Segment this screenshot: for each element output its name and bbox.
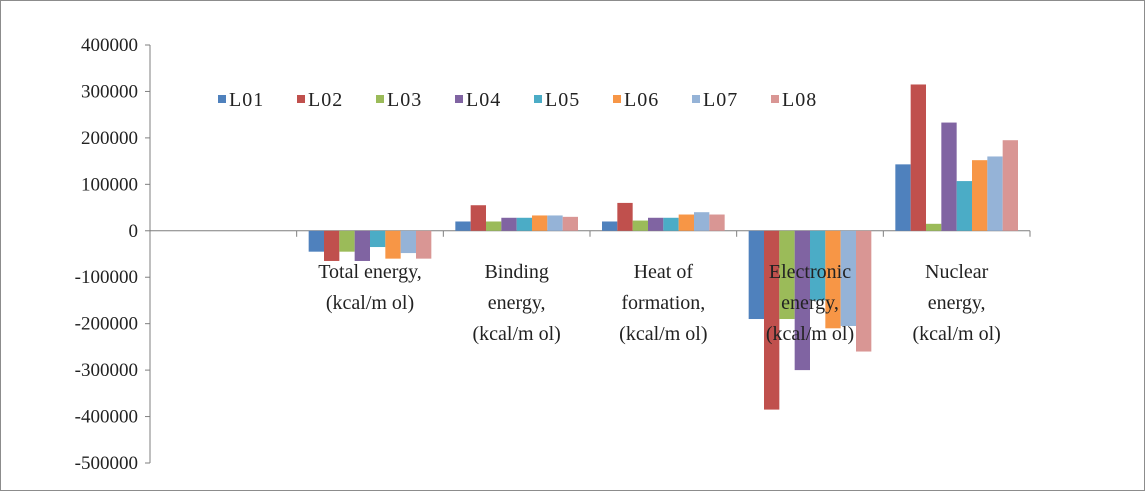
y-tick-label: 400000 xyxy=(81,35,138,56)
bar-l08 xyxy=(416,230,432,259)
bar-l02 xyxy=(910,84,926,231)
bar-l03 xyxy=(339,230,355,252)
legend-label: L07 xyxy=(703,89,738,111)
bar-l01 xyxy=(602,221,618,231)
category-label: energy, xyxy=(488,292,546,314)
category-label: Heat of xyxy=(634,261,694,283)
legend-swatch xyxy=(692,95,700,103)
bars xyxy=(308,84,1018,410)
bar-l06 xyxy=(972,160,988,231)
bar-l06 xyxy=(678,214,694,231)
legend-label: L03 xyxy=(387,89,422,111)
y-tick-label: 100000 xyxy=(81,174,138,195)
bar-l08 xyxy=(856,230,872,352)
category-label: (kcal/m ol) xyxy=(913,323,1001,345)
category-label: Binding xyxy=(484,261,548,283)
legend-swatch xyxy=(376,95,384,103)
y-tick-label: 200000 xyxy=(81,128,138,149)
bar-l08 xyxy=(1002,140,1018,231)
bar-l05 xyxy=(516,217,532,231)
legend-label: L01 xyxy=(229,89,264,111)
bar-l03 xyxy=(779,230,795,320)
bar-l04 xyxy=(501,217,517,231)
bar-l01 xyxy=(895,164,911,231)
y-tick-label: -200000 xyxy=(75,314,138,335)
y-tick-label: 0 xyxy=(129,221,139,242)
category-label: Electronic xyxy=(769,261,851,283)
legend-swatch xyxy=(455,95,463,103)
bar-l02 xyxy=(617,202,633,231)
bar-l05 xyxy=(956,181,972,231)
category-label: (kcal/m ol) xyxy=(619,323,707,345)
category-label: energy, xyxy=(781,292,839,314)
bar-l04 xyxy=(941,122,957,231)
bar-l05 xyxy=(663,217,679,231)
bar-l06 xyxy=(825,230,841,329)
bar-l02 xyxy=(764,230,780,410)
y-tick-label: -400000 xyxy=(75,407,138,428)
bar-l05 xyxy=(810,230,826,301)
y-tick-label: 300000 xyxy=(81,81,138,102)
bar-l07 xyxy=(840,230,856,326)
y-axis-ticks: 400000 300000 200000 100000 0 -100000 -200000 -… xyxy=(75,35,150,474)
legend: L01 L02 L03 L04 L05 L06 L07 L08 xyxy=(218,89,817,111)
bar-l03 xyxy=(632,220,648,231)
bar-l04 xyxy=(794,230,810,371)
category-label: energy, xyxy=(928,292,986,314)
bar-l04 xyxy=(354,230,370,261)
category-label: (kcal/m ol) xyxy=(473,323,561,345)
axes xyxy=(149,45,1031,463)
legend-swatch xyxy=(297,95,305,103)
legend-label: L05 xyxy=(545,89,580,111)
category-label: Nuclear xyxy=(925,261,989,283)
legend-swatch xyxy=(218,95,226,103)
category-label: (kcal/m ol) xyxy=(326,292,414,314)
bar-l01 xyxy=(455,221,471,231)
legend-label: L08 xyxy=(782,89,817,111)
bar-l02 xyxy=(324,230,340,261)
category-label: formation, xyxy=(621,292,705,314)
legend-label: L06 xyxy=(624,89,659,111)
y-tick-label: -100000 xyxy=(75,267,138,288)
category-labels: Total energy, (kcal/m ol) Binding energy, (k… xyxy=(318,261,1001,345)
bar-l07 xyxy=(400,230,416,254)
y-tick-label: -300000 xyxy=(75,360,138,381)
bar-l08 xyxy=(709,214,725,231)
bar-l03 xyxy=(926,223,942,231)
bar-l03 xyxy=(486,221,502,231)
legend-label: L02 xyxy=(308,89,343,111)
category-label: Total energy, xyxy=(318,261,422,283)
y-tick-label: -500000 xyxy=(75,453,138,474)
bar-l07 xyxy=(987,156,1003,231)
category-label: (kcal/m ol) xyxy=(766,323,854,345)
legend-swatch xyxy=(613,95,621,103)
bar-l02 xyxy=(470,205,486,231)
bar-l06 xyxy=(385,230,401,259)
bar-l06 xyxy=(532,215,548,231)
bar-l07 xyxy=(694,212,710,231)
bar-l08 xyxy=(562,216,578,231)
bar-l07 xyxy=(547,215,563,231)
bar-l01 xyxy=(308,230,324,252)
legend-label: L04 xyxy=(466,89,501,111)
bar-l04 xyxy=(648,217,664,231)
bar-l05 xyxy=(370,230,386,248)
bar-l01 xyxy=(748,230,764,320)
legend-swatch xyxy=(771,95,779,103)
legend-swatch xyxy=(534,95,542,103)
